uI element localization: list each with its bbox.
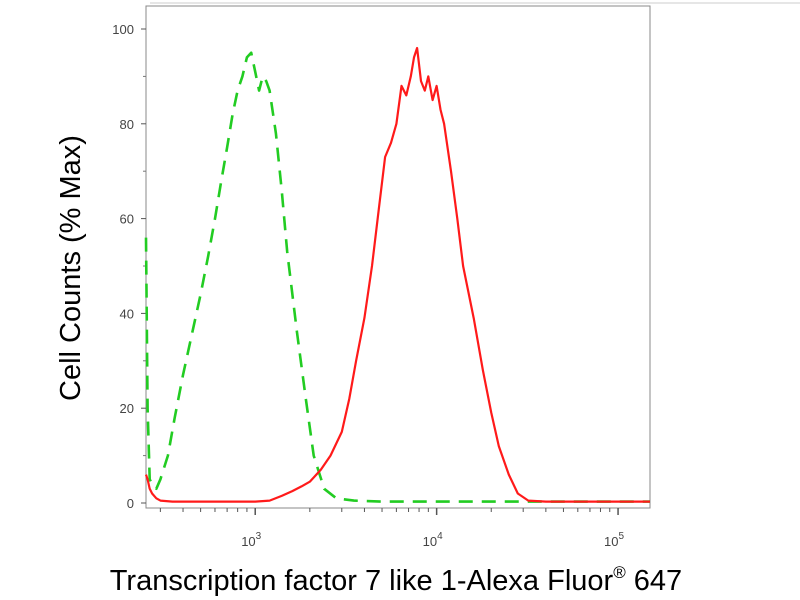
x-tick-label-exponent: 3	[256, 531, 262, 542]
y-tick-label: 100	[112, 22, 134, 37]
x-tick-label-base: 10	[604, 534, 618, 549]
x-axis-title-registered-mark: ®	[613, 563, 626, 582]
x-axis-title-tail: 647	[626, 565, 682, 597]
series-layer	[144, 46, 650, 503]
x-tick-label: 103	[241, 531, 261, 549]
sample-series-line	[144, 46, 650, 503]
y-tick-label: 80	[120, 117, 134, 132]
y-axis: 0 20 40 60 80 100	[112, 22, 146, 511]
x-axis-title: Transcription factor 7 like 1-Alexa Fluo…	[110, 563, 682, 597]
x-axis: 103 104 105	[159, 508, 625, 549]
control-series-line	[144, 51, 650, 503]
y-tick-label: 40	[120, 306, 134, 321]
y-tick-label: 60	[120, 212, 134, 227]
plot-frame	[145, 5, 651, 509]
x-axis-title-main: Transcription factor 7 like 1-Alexa Fluo…	[110, 565, 614, 597]
x-tick-label-exponent: 5	[619, 531, 625, 542]
x-tick-label: 105	[604, 531, 624, 549]
y-tick-label: 20	[120, 401, 134, 416]
y-axis-title: Cell Counts (% Max)	[55, 135, 87, 401]
x-tick-label-base: 10	[423, 534, 437, 549]
x-tick-label: 104	[423, 531, 443, 549]
x-tick-label-base: 10	[241, 534, 255, 549]
y-tick-label: 0	[127, 496, 134, 511]
x-tick-label-exponent: 4	[437, 531, 443, 542]
